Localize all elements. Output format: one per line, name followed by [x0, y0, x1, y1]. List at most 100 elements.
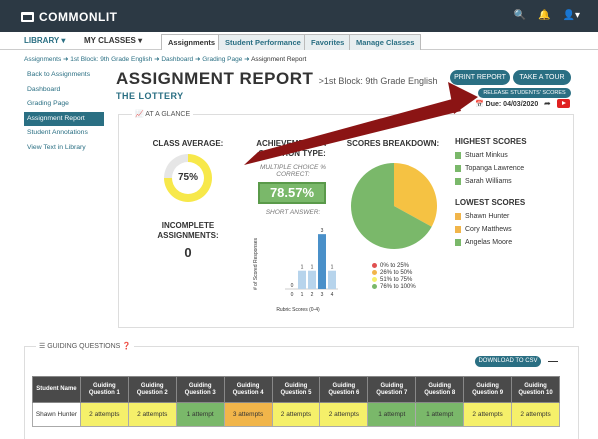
breadcrumb: Assignments ➜ 1st Block: 9th Grade Engli… — [24, 56, 307, 63]
column-header-question: Guiding Question 1 — [79, 376, 129, 403]
take-tour-button[interactable]: TAKE A TOUR — [513, 70, 571, 85]
lowest-scores-heading: LOWEST SCORES — [455, 198, 526, 207]
x-tick-label: 3 — [321, 292, 324, 298]
text-title: THE LOTTERY — [116, 91, 184, 101]
highest-student-2[interactable]: Topanga Lawrence — [455, 165, 524, 172]
chart-icon: 📈 — [135, 111, 144, 118]
bar-score-1 — [298, 270, 306, 289]
sidebar-item-back[interactable]: Back to Assignments — [27, 71, 91, 78]
class-average-value: 75% — [177, 172, 198, 183]
person-icon — [455, 165, 461, 172]
attempts-cell: 1 attempt — [415, 402, 465, 427]
multiple-choice-value: 78.57% — [258, 182, 326, 204]
column-header-student: Student Name — [32, 376, 81, 403]
guiding-questions-panel — [24, 346, 579, 439]
tab-favorites[interactable]: Favorites — [304, 34, 352, 50]
student-name-cell[interactable]: Shawn Hunter — [32, 402, 81, 427]
legend-item: 0% to 25% — [372, 262, 416, 269]
sidebar: Back to Assignments Dashboard Grading Pa… — [24, 68, 104, 155]
y-axis-label: # of Scored Responses — [253, 238, 259, 290]
highest-student-1[interactable]: Stuart Minkus — [455, 152, 508, 159]
attempts-cell: 2 attempts — [319, 402, 369, 427]
lowest-student-1[interactable]: Shawn Hunter — [455, 213, 509, 220]
pie-slice-3 — [351, 163, 432, 249]
sidebar-item-dashboard[interactable]: Dashboard — [27, 85, 61, 93]
library-menu[interactable]: LIBRARY ▾ — [24, 36, 66, 45]
x-tick-label: 4 — [331, 292, 334, 298]
breadcrumb-assignments[interactable]: Assignments — [24, 56, 62, 63]
class-average-heading: CLASS AVERAGE: — [152, 139, 224, 148]
column-header-question: Guiding Question 9 — [463, 376, 513, 403]
highest-student-3[interactable]: Sarah Williams — [455, 178, 512, 185]
arrow-head — [448, 82, 478, 114]
column-header-question: Guiding Question 2 — [127, 376, 177, 403]
column-header-question: Guiding Question 3 — [175, 376, 225, 403]
attempts-cell: 2 attempts — [511, 402, 560, 427]
attempts-cell: 2 attempts — [79, 402, 129, 427]
attempts-cell: 2 attempts — [127, 402, 177, 427]
commonlit-logo[interactable]: COMMONLIT — [21, 10, 118, 24]
calendar-icon: 📅 — [475, 101, 484, 108]
achievement-heading: ACHIEVEMENT BY QUESTION TYPE: — [256, 139, 328, 158]
column-header-question: Guiding Question 4 — [223, 376, 273, 403]
bar-data-label: 3 — [321, 228, 324, 234]
bar-data-label: 1 — [311, 265, 314, 271]
short-answer-label: SHORT ANSWER: — [265, 209, 321, 216]
guiding-questions-label: ☰ GUIDING QUESTIONS ❓ — [36, 342, 135, 350]
column-header-question: Guiding Question 10 — [511, 376, 560, 403]
help-icon[interactable]: ❓ — [122, 343, 132, 350]
highest-scores-heading: HIGHEST SCORES — [455, 137, 527, 146]
attempts-cell: 1 attempt — [367, 402, 417, 427]
book-icon — [21, 12, 34, 22]
youtube-icon[interactable] — [557, 99, 570, 108]
breadcrumb-dashboard[interactable]: Dashboard — [161, 56, 194, 63]
bell-icon[interactable]: 🔔 — [538, 10, 551, 21]
x-tick-label: 1 — [301, 292, 304, 298]
person-icon — [455, 178, 461, 185]
search-icon[interactable]: 🔍 — [513, 10, 527, 21]
attempts-cell: 1 attempt — [175, 402, 225, 427]
table-row: Shawn Hunter 2 attempts 2 attempts 1 attemp… — [32, 402, 560, 427]
sidebar-item-grading[interactable]: Grading Page — [27, 100, 69, 107]
short-answer-bar-chart: # of Scored Responses 0 0 1 1 1 2 3 3 1 4 Rubric … — [253, 228, 338, 313]
sidebar-item-report[interactable]: Assignment Report — [24, 111, 104, 126]
column-header-question: Guiding Question 5 — [271, 376, 321, 403]
tab-manage-classes[interactable]: Manage Classes — [349, 34, 422, 50]
download-csv-button[interactable]: DOWNLOAD TO CSV — [475, 356, 541, 367]
bar-data-label: 0 — [291, 283, 294, 289]
column-header-question: Guiding Question 8 — [415, 376, 465, 403]
share-icon[interactable]: ➦ — [544, 99, 551, 108]
breadcrumb-grading-page[interactable]: Grading Page — [202, 56, 243, 63]
due-date: 📅 Due: 04/03/2020 — [475, 101, 539, 108]
collapse-icon[interactable]: — — [548, 356, 558, 367]
release-scores-button[interactable]: RELEASE STUDENTS' SCORES — [478, 88, 571, 98]
tab-student-performance[interactable]: Student Performance — [218, 34, 308, 50]
legend-item: 26% to 50% — [372, 269, 416, 276]
my-classes-menu[interactable]: MY CLASSES ▾ — [84, 36, 143, 45]
table-header-row: Student Name Guiding Question 1 Guiding Qu… — [32, 376, 560, 403]
sidebar-item-library[interactable]: View Text in Library — [27, 143, 86, 151]
bar-score-2 — [308, 270, 316, 289]
person-icon — [455, 213, 461, 220]
tab-assignments[interactable]: Assignments — [161, 34, 223, 50]
lowest-student-2[interactable]: Cory Matthews — [455, 226, 512, 233]
bar-data-label: 1 — [301, 265, 304, 271]
top-bar: COMMONLIT 🔍 🔔 👤▾ — [0, 0, 598, 32]
print-report-button[interactable]: PRINT REPORT — [450, 70, 510, 85]
bar-score-3 — [318, 234, 326, 289]
user-menu-icon[interactable]: 👤▾ — [562, 10, 580, 21]
at-a-glance-label: 📈 AT A GLANCE — [132, 110, 194, 118]
bar-score-4 — [328, 270, 336, 289]
sidebar-item-annotations[interactable]: Student Annotations — [27, 129, 88, 136]
attempts-cell: 3 attempts — [223, 402, 273, 427]
person-icon — [455, 239, 461, 246]
x-tick-label: 2 — [311, 292, 314, 298]
breadcrumb-class[interactable]: 1st Block: 9th Grade English — [70, 56, 153, 63]
breadcrumb-current: Assignment Report — [251, 56, 307, 63]
column-header-question: Guiding Question 7 — [367, 376, 417, 403]
person-icon — [455, 152, 461, 159]
x-tick-label: 0 — [291, 292, 294, 298]
scores-breakdown-heading: SCORES BREAKDOWN: — [346, 139, 440, 148]
pie-slice-2 — [394, 163, 437, 227]
lowest-student-3[interactable]: Angelas Moore — [455, 239, 512, 246]
